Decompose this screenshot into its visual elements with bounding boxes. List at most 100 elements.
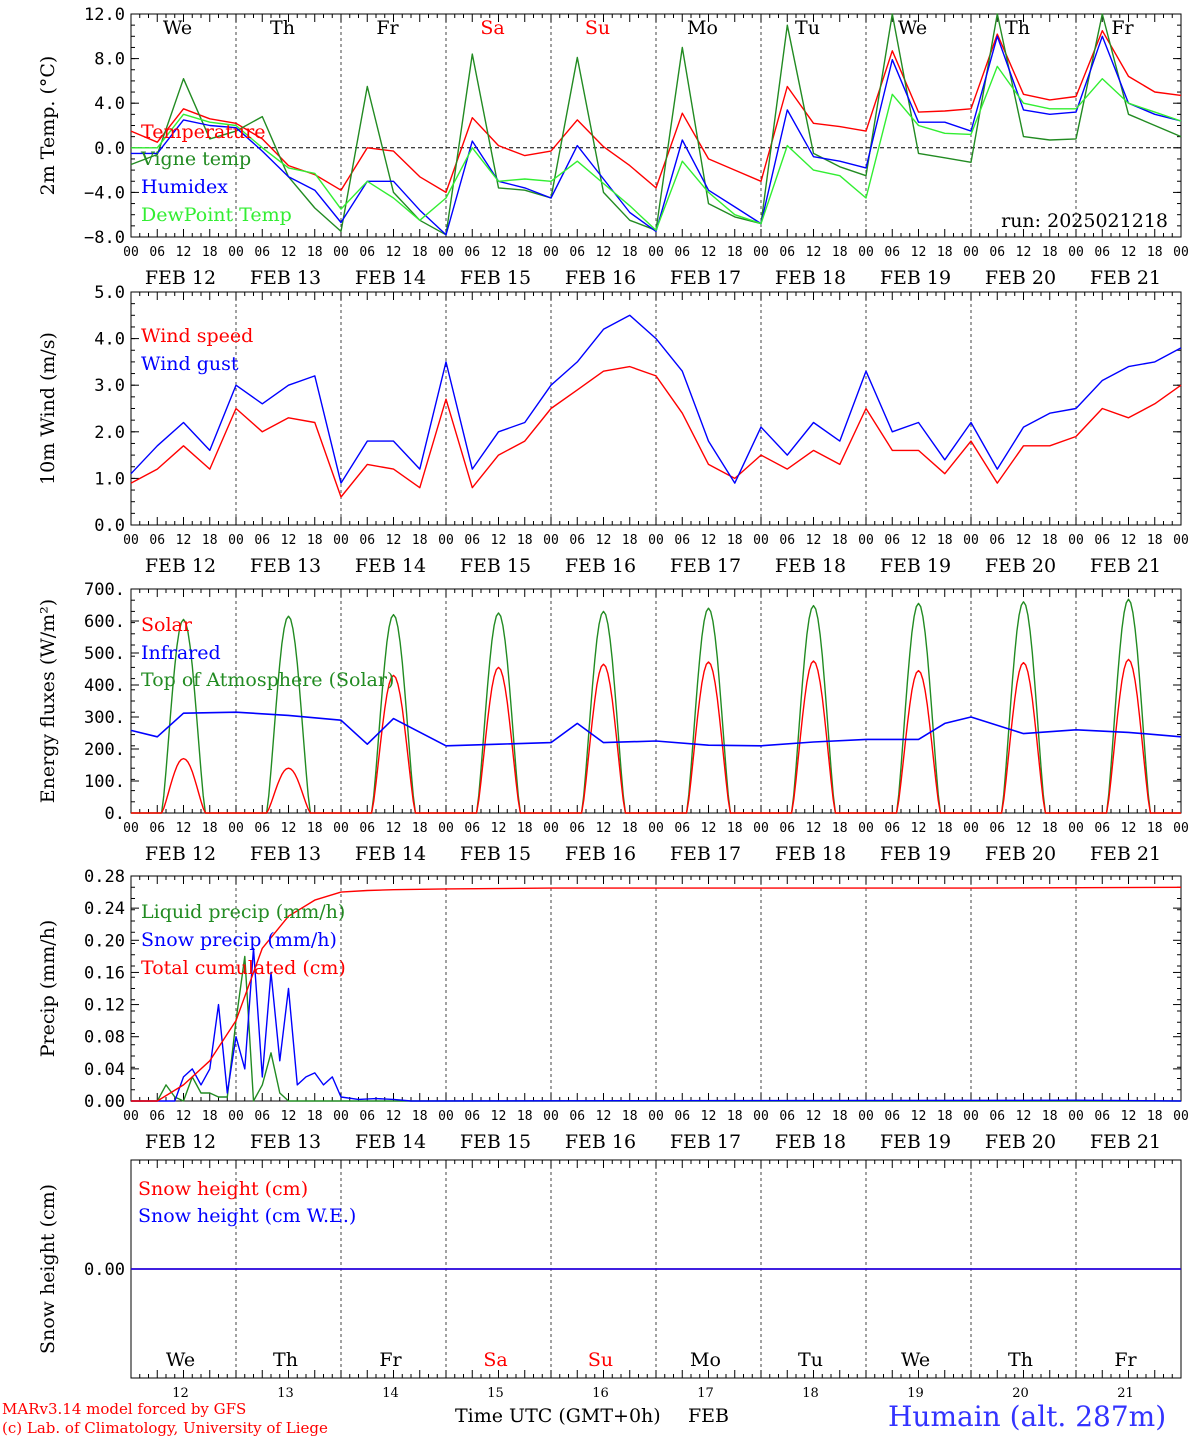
x-hour-label: 00 (648, 533, 664, 548)
x-hour-label: 00 (543, 245, 559, 260)
y-tick-label: −8.0 (84, 228, 125, 248)
x-hour-label: 00 (753, 1109, 769, 1124)
x-hour-label: 06 (1094, 533, 1110, 548)
date-label: FEB 16 (565, 555, 636, 577)
x-hour-label: 00 (438, 1109, 454, 1124)
date-label: FEB 19 (880, 555, 951, 577)
day-number-label: 19 (907, 1386, 924, 1401)
x-hour-label: 12 (386, 533, 402, 548)
x-hour-label: 12 (701, 1109, 717, 1124)
x-hour-label: 06 (1094, 821, 1110, 836)
x-hour-label: 06 (674, 1109, 690, 1124)
weekday-label: Th (1005, 17, 1030, 39)
series-humidex (131, 35, 1182, 236)
date-label: FEB 19 (880, 843, 951, 865)
date-label: FEB 13 (250, 555, 321, 577)
x-hour-label: 18 (1147, 533, 1163, 548)
day-number-label: 12 (172, 1386, 189, 1401)
weekday-label: Fr (1111, 17, 1134, 39)
x-hour-label: 12 (911, 1109, 927, 1124)
series-dewpoint-temp (131, 65, 1182, 232)
weekday-label: We (166, 1349, 195, 1371)
y-tick-label: 100. (84, 772, 125, 792)
x-hour-label: 06 (1094, 245, 1110, 260)
legend-entry: Total cumulated (cm) (141, 957, 346, 979)
date-label: FEB 13 (250, 1131, 321, 1153)
y-tick-label: 4.0 (94, 94, 125, 114)
x-hour-label: 18 (727, 821, 743, 836)
x-hour-label: 12 (596, 1109, 612, 1124)
date-label: FEB 15 (460, 1131, 531, 1153)
x-hour-label: 18 (412, 821, 428, 836)
weekday-label: Fr (376, 17, 399, 39)
x-hour-label: 06 (464, 821, 480, 836)
date-label: FEB 14 (355, 555, 426, 577)
date-label: FEB 14 (355, 1131, 426, 1153)
x-hour-label: 12 (911, 245, 927, 260)
x-hour-label: 18 (1042, 533, 1058, 548)
x-hour-label: 18 (832, 533, 848, 548)
weekday-label: Tu (798, 1349, 823, 1371)
x-hour-label: 12 (491, 821, 507, 836)
y-axis-title: 2m Temp. (°C) (37, 56, 59, 196)
x-hour-label: 18 (202, 533, 218, 548)
day-number-label: 15 (487, 1386, 504, 1401)
x-hour-label: 12 (491, 245, 507, 260)
x-hour-label: 18 (202, 1109, 218, 1124)
date-label: FEB 17 (670, 843, 741, 865)
y-tick-label: 300. (84, 708, 125, 728)
x-hour-label: 00 (543, 821, 559, 836)
y-tick-label: 0.16 (84, 963, 125, 983)
date-label: FEB 21 (1090, 843, 1161, 865)
date-label: FEB 18 (775, 843, 846, 865)
x-hour-label: 18 (1147, 1109, 1163, 1124)
x-hour-label: 00 (333, 821, 349, 836)
x-hour-label: 12 (701, 245, 717, 260)
x-hour-label: 12 (701, 533, 717, 548)
y-tick-label: 0.00 (84, 1260, 125, 1280)
credit-line-1: MARv3.14 model forced by GFS (2, 1400, 247, 1418)
weekday-label: Sa (480, 17, 504, 39)
y-axis-title: 10m Wind (m/s) (37, 332, 59, 485)
x-hour-label: 06 (569, 821, 585, 836)
x-hour-label: 06 (254, 821, 270, 836)
y-tick-label: 700. (84, 580, 125, 600)
x-hour-label: 00 (228, 1109, 244, 1124)
x-hour-label: 18 (937, 245, 953, 260)
x-hour-label: 00 (963, 245, 979, 260)
weekday-label: Th (1008, 1349, 1033, 1371)
y-axis-title: Energy fluxes (W/m²) (37, 599, 59, 803)
day-number-label: 13 (277, 1386, 294, 1401)
date-label: FEB 17 (670, 1131, 741, 1153)
x-hour-label: 06 (464, 245, 480, 260)
x-hour-label: 00 (228, 821, 244, 836)
x-hour-label: 12 (281, 245, 297, 260)
x-hour-label: 00 (228, 245, 244, 260)
x-hour-label: 00 (858, 821, 874, 836)
x-hour-label: 00 (753, 821, 769, 836)
x-hour-label: 00 (753, 533, 769, 548)
x-hour-label: 12 (596, 533, 612, 548)
weekday-label: We (163, 17, 192, 39)
x-hour-label: 06 (359, 821, 375, 836)
x-hour-label: 12 (386, 1109, 402, 1124)
x-hour-label: 00 (543, 1109, 559, 1124)
legend-entry: Liquid precip (mm/h) (141, 901, 345, 923)
date-label: FEB 13 (250, 267, 321, 289)
x-hour-label: 00 (1173, 245, 1189, 260)
date-label: FEB 20 (985, 555, 1056, 577)
day-number-label: 17 (697, 1386, 714, 1401)
y-tick-label: 3.0 (94, 376, 125, 396)
weekday-label: Fr (1114, 1349, 1137, 1371)
legend-entry: Wind gust (141, 353, 239, 375)
x-hour-label: 00 (333, 533, 349, 548)
x-hour-label: 12 (806, 1109, 822, 1124)
x-hour-label: 12 (1121, 1109, 1137, 1124)
x-hour-label: 06 (989, 821, 1005, 836)
x-hour-label: 12 (281, 1109, 297, 1124)
x-hour-label: 12 (491, 533, 507, 548)
y-axis-title: Precip (mm/h) (37, 920, 59, 1058)
x-hour-label: 18 (517, 1109, 533, 1124)
x-hour-label: 18 (727, 533, 743, 548)
x-hour-label: 06 (779, 245, 795, 260)
